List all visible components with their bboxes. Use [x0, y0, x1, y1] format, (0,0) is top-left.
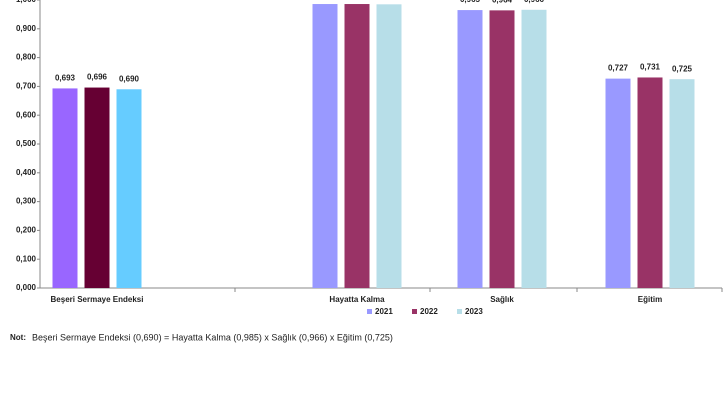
bar — [376, 4, 402, 288]
value-label: 0,725 — [672, 64, 693, 73]
bar — [521, 9, 547, 289]
value-label: 0,696 — [87, 73, 108, 82]
bar — [84, 87, 110, 288]
value-label: 0,690 — [119, 74, 140, 83]
y-tick-label: 0,900 — [16, 24, 37, 33]
y-tick-label: 0,600 — [16, 110, 37, 119]
bar — [312, 4, 338, 288]
legend-swatch — [367, 309, 372, 314]
legend-label: 2022 — [420, 307, 438, 316]
legend-label: 2021 — [375, 307, 393, 316]
x-tick-label: Eğitim — [638, 295, 662, 304]
y-tick-label: 1,000 — [16, 0, 37, 4]
y-tick-label: 0,100 — [16, 254, 37, 263]
bar — [457, 10, 483, 289]
value-label: 0,693 — [55, 74, 76, 83]
y-tick-label: 0,200 — [16, 226, 37, 235]
value-label: 0,731 — [640, 63, 661, 72]
y-tick-label: 0,700 — [16, 82, 37, 91]
note-label: Not: — [10, 333, 26, 342]
bar — [52, 88, 78, 288]
y-tick-label: 0,800 — [16, 53, 37, 62]
legend-swatch — [457, 309, 462, 314]
bar — [344, 4, 370, 288]
bar — [669, 79, 695, 288]
bar — [489, 10, 515, 288]
legend-label: 2023 — [465, 307, 483, 316]
y-tick-label: 0,400 — [16, 168, 37, 177]
bar — [605, 78, 631, 289]
x-tick-label: Hayatta Kalma — [329, 295, 385, 304]
value-label: 0,964 — [492, 0, 513, 4]
value-label: 0,727 — [608, 64, 629, 73]
y-tick-label: 0,000 — [16, 283, 37, 292]
x-tick-label: Sağlık — [490, 295, 514, 304]
x-tick-label: Beşeri Sermaye Endeksi — [51, 295, 144, 304]
y-tick-label: 0,500 — [16, 139, 37, 148]
note: Beşeri Sermaye Endeksi (0,690) = Hayatta… — [32, 332, 393, 342]
bar — [116, 89, 142, 288]
value-label: 0,966 — [524, 0, 545, 4]
value-label: 0,965 — [460, 0, 481, 4]
legend-swatch — [412, 309, 417, 314]
bar — [637, 77, 663, 288]
y-tick-label: 0,300 — [16, 197, 37, 206]
